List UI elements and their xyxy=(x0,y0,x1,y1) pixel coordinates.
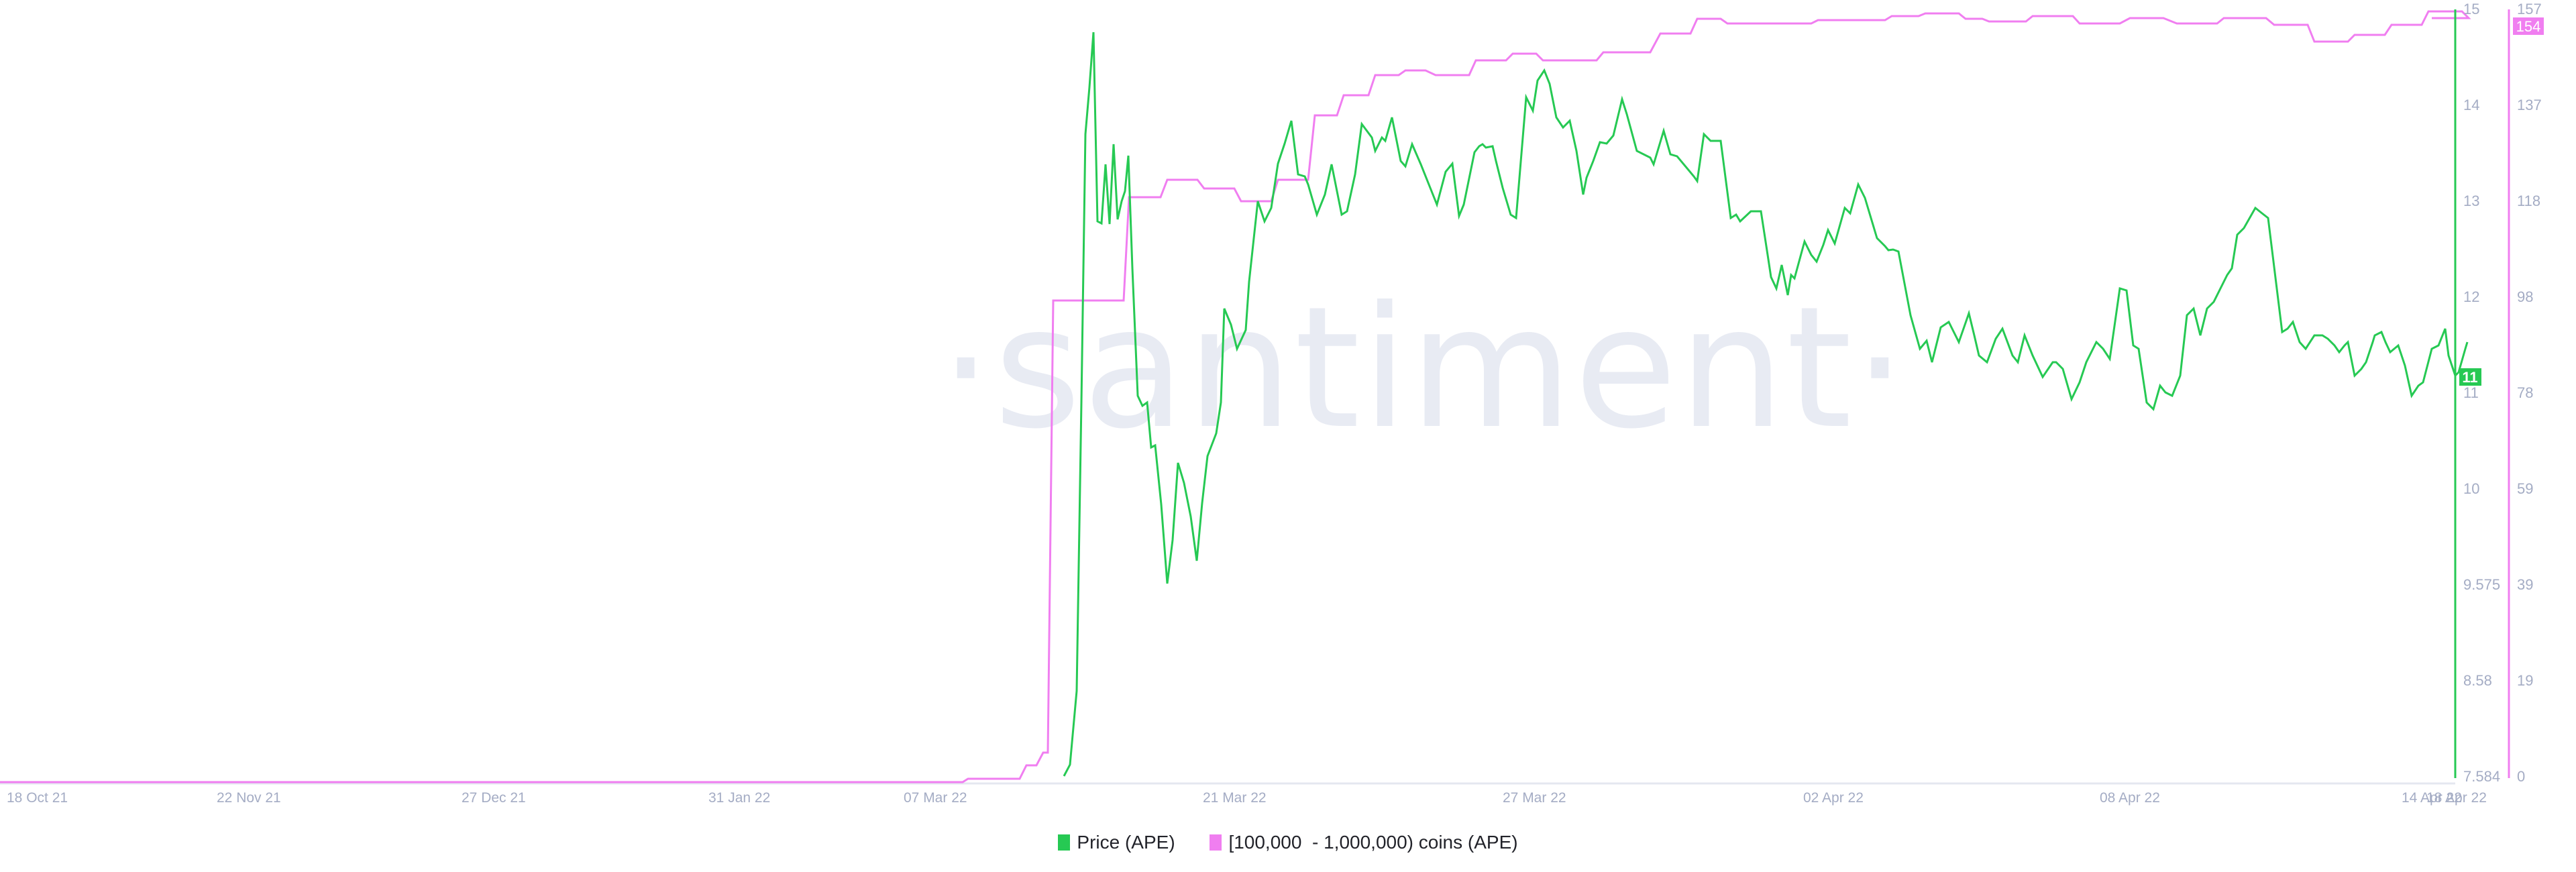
price-tick: 13 xyxy=(2463,193,2479,209)
price-tick: 7.584 xyxy=(2463,768,2500,785)
price-current-badge-text: 11 xyxy=(2462,369,2477,386)
legend-label: [100,000 - 1,000,000) coins (APE) xyxy=(1228,832,1518,853)
watermark: ·santiment· xyxy=(939,270,1908,466)
holders-tick: 78 xyxy=(2517,384,2533,401)
holders-tick: 137 xyxy=(2517,97,2542,113)
price-tick: 14 xyxy=(2463,97,2479,113)
price-swatch-icon xyxy=(1058,834,1071,851)
holders-series-line xyxy=(0,10,2471,783)
holders-tick: 59 xyxy=(2517,480,2533,497)
x-tick: 27 Dec 21 xyxy=(462,790,526,806)
price-tick: 12 xyxy=(2463,288,2479,305)
x-tick: 18 Apr 22 xyxy=(2426,790,2487,806)
legend-item-price[interactable]: Price (APE) xyxy=(1058,832,1175,853)
holders-current-badge-text: 154 xyxy=(2516,18,2541,35)
x-tick: 22 Nov 21 xyxy=(217,790,281,806)
price-tick: 9.575 xyxy=(2463,576,2500,593)
x-tick: 08 Apr 22 xyxy=(2100,790,2160,806)
x-tick: 18 Oct 21 xyxy=(7,790,68,806)
x-tick: 02 Apr 22 xyxy=(1803,790,1864,806)
legend-item-holders[interactable]: [100,000 - 1,000,000) coins (APE) xyxy=(1210,832,1518,853)
x-tick: 31 Jan 22 xyxy=(708,790,770,806)
holders-current-badge xyxy=(2513,17,2544,35)
holders-tick: 118 xyxy=(2517,193,2540,209)
price-series-line xyxy=(1063,32,2469,777)
price-tick: 15 xyxy=(2463,1,2479,17)
price-tick: 8.58 xyxy=(2463,672,2492,689)
price-tick: 11 xyxy=(2463,384,2479,401)
holders-tick: 157 xyxy=(2517,1,2542,17)
x-tick: 14 Apr 22 xyxy=(2402,790,2462,806)
price-tick: 10 xyxy=(2463,480,2479,497)
holders-tick: 39 xyxy=(2517,576,2533,593)
x-tick: 27 Mar 22 xyxy=(1503,790,1566,806)
price-current-badge xyxy=(2459,368,2481,386)
holders-tick: 98 xyxy=(2517,288,2533,305)
holders-tick: 19 xyxy=(2517,672,2533,689)
holders-swatch-icon xyxy=(1210,834,1222,851)
holders-tick: 0 xyxy=(2517,768,2525,785)
x-tick: 07 Mar 22 xyxy=(904,790,967,806)
legend: Price (APE) [100,000 - 1,000,000) coins … xyxy=(0,832,2576,855)
legend-label: Price (APE) xyxy=(1077,832,1175,853)
x-tick: 21 Mar 22 xyxy=(1203,790,1267,806)
